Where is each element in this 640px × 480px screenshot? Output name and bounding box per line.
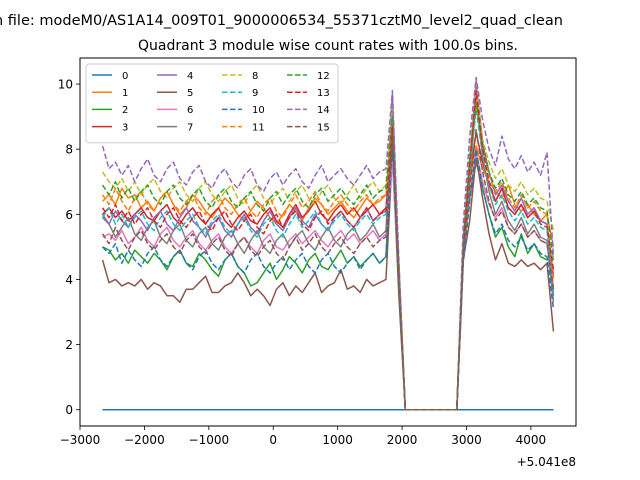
legend-label-7: 7 [187, 122, 193, 133]
x-tick-label: −2000 [124, 433, 165, 447]
plot-area [101, 76, 555, 411]
x-axis: −3000 −2000 −1000 0 1000 2000 3000 4000 [60, 426, 546, 447]
legend-label-14: 14 [317, 105, 330, 116]
legend-label-0: 0 [122, 71, 128, 82]
series-line-10 [102, 141, 555, 411]
x-tick-label: 4000 [516, 433, 547, 447]
legend-label-12: 12 [317, 71, 330, 82]
series-line-14 [101, 76, 555, 411]
legend-label-3: 3 [122, 122, 128, 133]
legend-label-10: 10 [252, 105, 265, 116]
x-offset-label: +5.041e8 [517, 455, 576, 469]
x-tick-label: 3000 [451, 433, 482, 447]
legend-label-5: 5 [187, 88, 193, 99]
y-tick-label: 6 [65, 208, 73, 222]
series-line-1 [102, 145, 555, 411]
legend-label-2: 2 [122, 105, 128, 116]
legend-label-15: 15 [317, 122, 330, 133]
series-line-9 [101, 109, 555, 411]
y-tick-label: 2 [65, 338, 73, 352]
y-axis: 0 2 4 6 8 10 [58, 78, 80, 417]
legend-label-11: 11 [252, 122, 265, 133]
x-tick-label: −1000 [189, 433, 230, 447]
series-line-5 [101, 151, 555, 411]
axes-frame [79, 57, 577, 427]
y-tick-label: 0 [65, 403, 73, 417]
legend-label-13: 13 [317, 88, 330, 99]
series-line-6 [102, 151, 555, 411]
legend-label-4: 4 [187, 71, 193, 82]
x-tick-label: 2000 [387, 433, 418, 447]
y-tick-label: 8 [65, 143, 73, 157]
legend-label-8: 8 [252, 71, 258, 82]
x-tick-label: −3000 [60, 433, 101, 447]
series-line-15 [101, 128, 555, 411]
legend-box [85, 63, 339, 144]
y-tick-label: 10 [58, 78, 73, 92]
legend-label-1: 1 [122, 88, 128, 99]
series-line-8 [101, 83, 555, 411]
series-line-13 [101, 89, 555, 411]
legend-label-9: 9 [252, 88, 258, 99]
series-line-12 [101, 102, 555, 411]
y-tick-label: 4 [65, 273, 73, 287]
x-tick-label: 1000 [322, 433, 353, 447]
figure-suptitle: n file: modeM0/AS1A14_009T01_9000006534_… [0, 13, 563, 29]
x-tick-label: 0 [269, 433, 277, 447]
legend-label-6: 6 [187, 105, 193, 116]
chart-title: Quadrant 3 module wise count rates with … [138, 38, 518, 54]
